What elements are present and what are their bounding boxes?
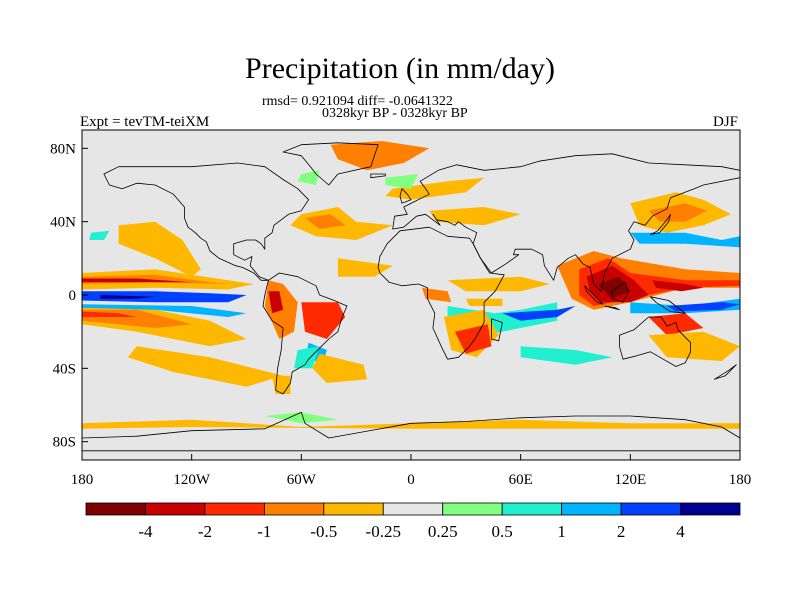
x-tick-label: 180	[71, 472, 94, 488]
colorbar-label: -1	[257, 522, 271, 541]
x-tick-label: 60W	[287, 472, 317, 488]
stats-label: rmsd= 0.921094 diff= -0.0641322	[262, 94, 453, 109]
anomaly-region-3	[82, 291, 247, 303]
colorbar-swatch-p05_p1	[501, 502, 563, 516]
colorbar-label: 0.25	[428, 522, 458, 541]
anomaly-region-28	[502, 306, 576, 321]
coastline-7	[584, 285, 604, 305]
anomaly-region-46	[520, 346, 613, 365]
anomaly-region-23	[385, 177, 485, 200]
anomaly-region-24	[429, 207, 521, 226]
anomaly-region-20	[305, 214, 346, 229]
colorbar-swatch-neg4_neg2	[145, 502, 206, 516]
colorbar-swatch-neutral	[382, 502, 444, 516]
x-tick-label: 180	[729, 472, 752, 488]
coastline-layer	[82, 142, 740, 452]
anomaly-region-2	[82, 278, 192, 283]
anomaly-region-17	[312, 353, 368, 383]
colorbar-swatch-p2_p4	[620, 502, 681, 516]
coastline-13	[650, 213, 671, 235]
anomaly-region-40	[666, 302, 740, 312]
anomaly-layer	[82, 141, 740, 429]
anomaly-region-10	[118, 221, 201, 277]
colorbar-label: 4	[676, 522, 685, 541]
anomaly-region-13	[268, 291, 284, 314]
colorbar-label: -4	[138, 522, 153, 541]
anomaly-region-16	[294, 346, 320, 369]
anomaly-region-42	[648, 331, 740, 361]
anomaly-region-7	[82, 311, 137, 317]
anomaly-region-47	[264, 412, 338, 424]
anomaly-region-11	[89, 230, 110, 240]
colorbar-swatch-p025_p05	[442, 502, 503, 516]
coastline-11	[399, 188, 412, 204]
anomaly-region-14	[301, 302, 346, 339]
coastline-6	[82, 411, 740, 452]
anomaly-region-38	[652, 280, 704, 292]
colorbar-swatch-le_neg4	[85, 502, 146, 516]
x-axis: 180 120W 60W 0 60E 120E 180	[71, 454, 752, 488]
colorbar-swatch-neg05_neg025	[323, 502, 384, 516]
x-tick-label: 60E	[509, 472, 533, 488]
coastline-10	[650, 296, 686, 314]
y-tick-label: 80N	[50, 141, 76, 157]
coastline-1	[262, 272, 348, 395]
x-tick-label: 0	[407, 472, 415, 488]
anomaly-region-48	[82, 419, 740, 429]
colorbar-label: 0.5	[492, 522, 513, 541]
anomaly-region-45	[630, 232, 740, 248]
coastline-4	[392, 153, 740, 292]
colorbar-label: -2	[198, 522, 212, 541]
colorbar: -4 -2 -1 -0.5 -0.25 0.25 0.5 1 2 4	[85, 502, 741, 541]
anomaly-region-9	[127, 346, 284, 387]
chart-title: Precipitation (in mm/day)	[245, 52, 555, 85]
anomaly-region-37	[597, 276, 631, 299]
coastline-8	[604, 305, 620, 311]
period-label: 0328kyr BP - 0328kyr BP	[322, 106, 468, 121]
anomaly-region-8	[82, 304, 247, 317]
anomaly-region-26	[297, 170, 320, 185]
anomaly-region-4	[100, 295, 156, 299]
colorbar-label: -0.5	[310, 522, 337, 541]
coastline-14	[490, 318, 503, 342]
anomaly-region-22	[330, 141, 430, 171]
colorbar-label: 1	[557, 522, 566, 541]
colorbar-swatch-neg1_neg05	[263, 502, 325, 516]
y-tick-label: 0	[69, 288, 77, 304]
coastline-2	[282, 142, 379, 186]
coastline-5	[619, 316, 691, 367]
anomaly-region-21	[337, 258, 393, 277]
anomaly-region-31	[422, 287, 452, 303]
coastline-12	[370, 173, 386, 179]
colorbar-swatch-p1_p2	[561, 502, 622, 516]
y-tick-label: 40S	[53, 361, 76, 377]
y-tick-label: 40N	[50, 215, 76, 231]
colorbar-label: -0.25	[366, 522, 401, 541]
coastline-0	[103, 162, 310, 281]
anomaly-region-25	[385, 174, 419, 189]
experiment-label: Expt = tevTM-teiXM	[80, 114, 210, 130]
y-tick-label: 80S	[53, 435, 76, 451]
coastline-15	[714, 364, 737, 380]
x-tick-label: 120E	[614, 472, 646, 488]
anomaly-region-44	[648, 203, 708, 222]
x-tick-label: 120W	[173, 472, 211, 488]
anomaly-region-30	[454, 324, 492, 354]
coastline-3	[377, 226, 505, 360]
y-axis: 80N 40N 0 40S 80S	[50, 141, 88, 451]
season-label: DJF	[712, 114, 738, 130]
colorbar-swatch-ge_p4	[680, 502, 741, 516]
coastline-9	[611, 281, 629, 303]
colorbar-label: 2	[617, 522, 626, 541]
colorbar-swatch-neg2_neg1	[204, 502, 265, 516]
